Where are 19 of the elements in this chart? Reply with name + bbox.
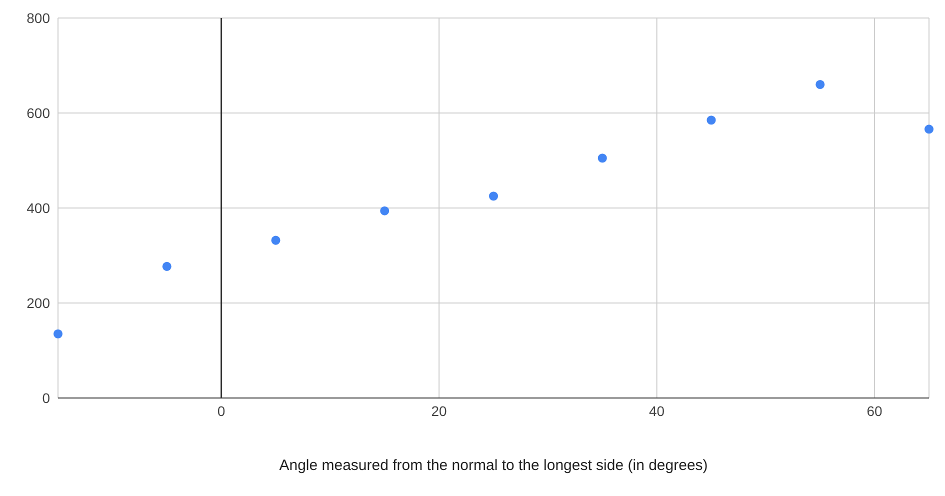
point bbox=[706, 116, 716, 125]
x-tick-label: 0 bbox=[217, 402, 226, 419]
y-tick-label: 800 bbox=[26, 10, 50, 26]
y-tick-label: 400 bbox=[26, 200, 50, 216]
x-tick-label: 60 bbox=[866, 402, 883, 419]
y-tick-label: 0 bbox=[42, 390, 50, 406]
y-tick-label: 600 bbox=[26, 104, 50, 121]
x-axis-title: Angle measured from the normal to the longest side (in degrees) bbox=[279, 457, 708, 474]
point bbox=[816, 80, 825, 90]
point bbox=[924, 124, 934, 134]
y-tick-label: 200 bbox=[26, 294, 50, 311]
point bbox=[598, 154, 607, 163]
point bbox=[488, 192, 498, 201]
point bbox=[271, 236, 280, 245]
x-tick-label: 40 bbox=[649, 402, 665, 419]
x-tick-label: 20 bbox=[431, 402, 448, 419]
point bbox=[53, 329, 63, 338]
point bbox=[162, 262, 172, 271]
point bbox=[380, 206, 390, 216]
